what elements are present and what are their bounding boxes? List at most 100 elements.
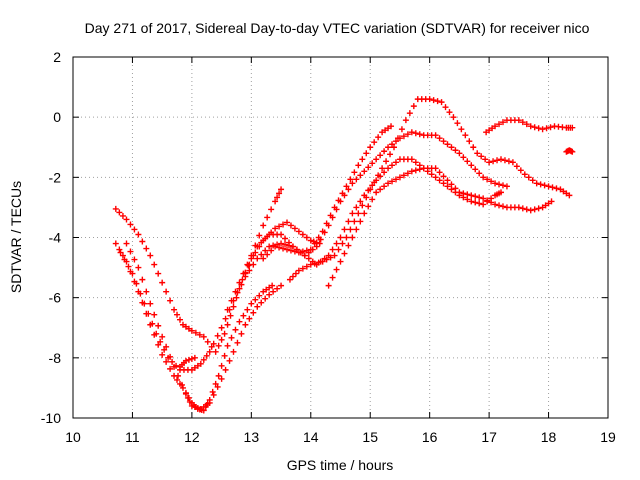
data-point bbox=[117, 249, 124, 256]
data-point bbox=[112, 205, 119, 212]
data-point bbox=[212, 348, 219, 355]
data-point bbox=[329, 246, 336, 253]
data-point bbox=[262, 247, 269, 254]
data-point bbox=[329, 274, 336, 281]
x-tick-label: 19 bbox=[600, 429, 616, 445]
data-point bbox=[408, 168, 415, 175]
data-point bbox=[254, 243, 261, 250]
data-point bbox=[131, 226, 138, 233]
data-point bbox=[210, 340, 217, 347]
data-point bbox=[474, 150, 481, 157]
data-point bbox=[246, 315, 253, 322]
data-point bbox=[416, 131, 423, 138]
data-point bbox=[359, 202, 366, 209]
data-point bbox=[531, 124, 538, 131]
data-point bbox=[569, 148, 576, 155]
data-point bbox=[363, 194, 370, 201]
data-point bbox=[266, 243, 273, 250]
data-point bbox=[347, 226, 354, 233]
y-tick-label: 2 bbox=[53, 49, 61, 65]
series-arc-1 bbox=[112, 205, 323, 355]
data-point bbox=[179, 384, 186, 391]
x-tick-label: 13 bbox=[244, 429, 260, 445]
data-point bbox=[266, 291, 273, 298]
data-point bbox=[252, 296, 259, 303]
data-point bbox=[385, 144, 392, 151]
data-point bbox=[499, 182, 506, 189]
data-point bbox=[174, 311, 181, 318]
data-point bbox=[492, 201, 499, 208]
data-point bbox=[468, 198, 475, 205]
series-arc-8 bbox=[260, 123, 395, 262]
data-point bbox=[163, 358, 170, 365]
data-point bbox=[178, 381, 185, 388]
data-point bbox=[268, 247, 275, 254]
data-point bbox=[379, 165, 386, 172]
data-point bbox=[258, 299, 265, 306]
data-point bbox=[155, 270, 162, 277]
data-point bbox=[452, 147, 459, 154]
data-point bbox=[159, 351, 166, 358]
data-point bbox=[365, 203, 372, 210]
data-point bbox=[276, 244, 283, 251]
data-point bbox=[351, 169, 358, 176]
data-point bbox=[343, 183, 350, 190]
data-point bbox=[496, 121, 503, 128]
data-point bbox=[436, 177, 443, 184]
data-point bbox=[383, 158, 390, 165]
data-point bbox=[295, 249, 302, 256]
data-point bbox=[327, 254, 334, 261]
data-point bbox=[531, 206, 538, 213]
data-point bbox=[533, 180, 540, 187]
data-point bbox=[112, 240, 119, 247]
data-point bbox=[430, 97, 437, 104]
data-point bbox=[139, 238, 146, 245]
data-point bbox=[287, 247, 294, 254]
data-point bbox=[121, 256, 128, 263]
data-point bbox=[496, 181, 503, 188]
data-point bbox=[543, 125, 550, 132]
data-point bbox=[182, 357, 189, 364]
data-point bbox=[307, 237, 314, 244]
data-point bbox=[428, 171, 435, 178]
x-tick-label: 14 bbox=[303, 429, 319, 445]
data-point bbox=[402, 117, 409, 124]
data-point bbox=[353, 204, 360, 211]
data-point bbox=[527, 123, 534, 130]
data-point bbox=[145, 310, 152, 317]
data-point bbox=[345, 242, 352, 249]
data-point bbox=[236, 318, 243, 325]
data-point bbox=[466, 138, 473, 145]
data-point bbox=[250, 252, 257, 259]
data-point bbox=[371, 139, 378, 146]
data-point bbox=[175, 372, 182, 379]
data-point bbox=[492, 123, 499, 130]
data-point bbox=[137, 290, 144, 297]
data-point bbox=[285, 239, 292, 246]
data-point bbox=[272, 243, 279, 250]
data-point bbox=[454, 120, 461, 127]
data-point bbox=[240, 312, 247, 319]
data-point bbox=[234, 339, 241, 346]
data-point bbox=[365, 164, 372, 171]
data-point bbox=[197, 360, 204, 367]
data-point bbox=[208, 343, 215, 350]
data-point bbox=[230, 348, 237, 355]
data-point bbox=[135, 264, 142, 271]
data-point bbox=[369, 160, 376, 167]
data-point bbox=[396, 174, 403, 181]
data-point bbox=[210, 391, 217, 398]
data-point bbox=[509, 159, 516, 166]
data-point bbox=[256, 292, 263, 299]
data-point bbox=[291, 248, 298, 255]
data-point bbox=[349, 180, 356, 187]
data-point bbox=[436, 169, 443, 176]
data-point bbox=[119, 252, 126, 259]
series-arc-10 bbox=[325, 165, 555, 289]
data-point bbox=[260, 222, 267, 229]
data-point bbox=[468, 162, 475, 169]
data-point bbox=[123, 240, 130, 247]
data-point bbox=[242, 270, 249, 277]
data-point bbox=[127, 248, 134, 255]
